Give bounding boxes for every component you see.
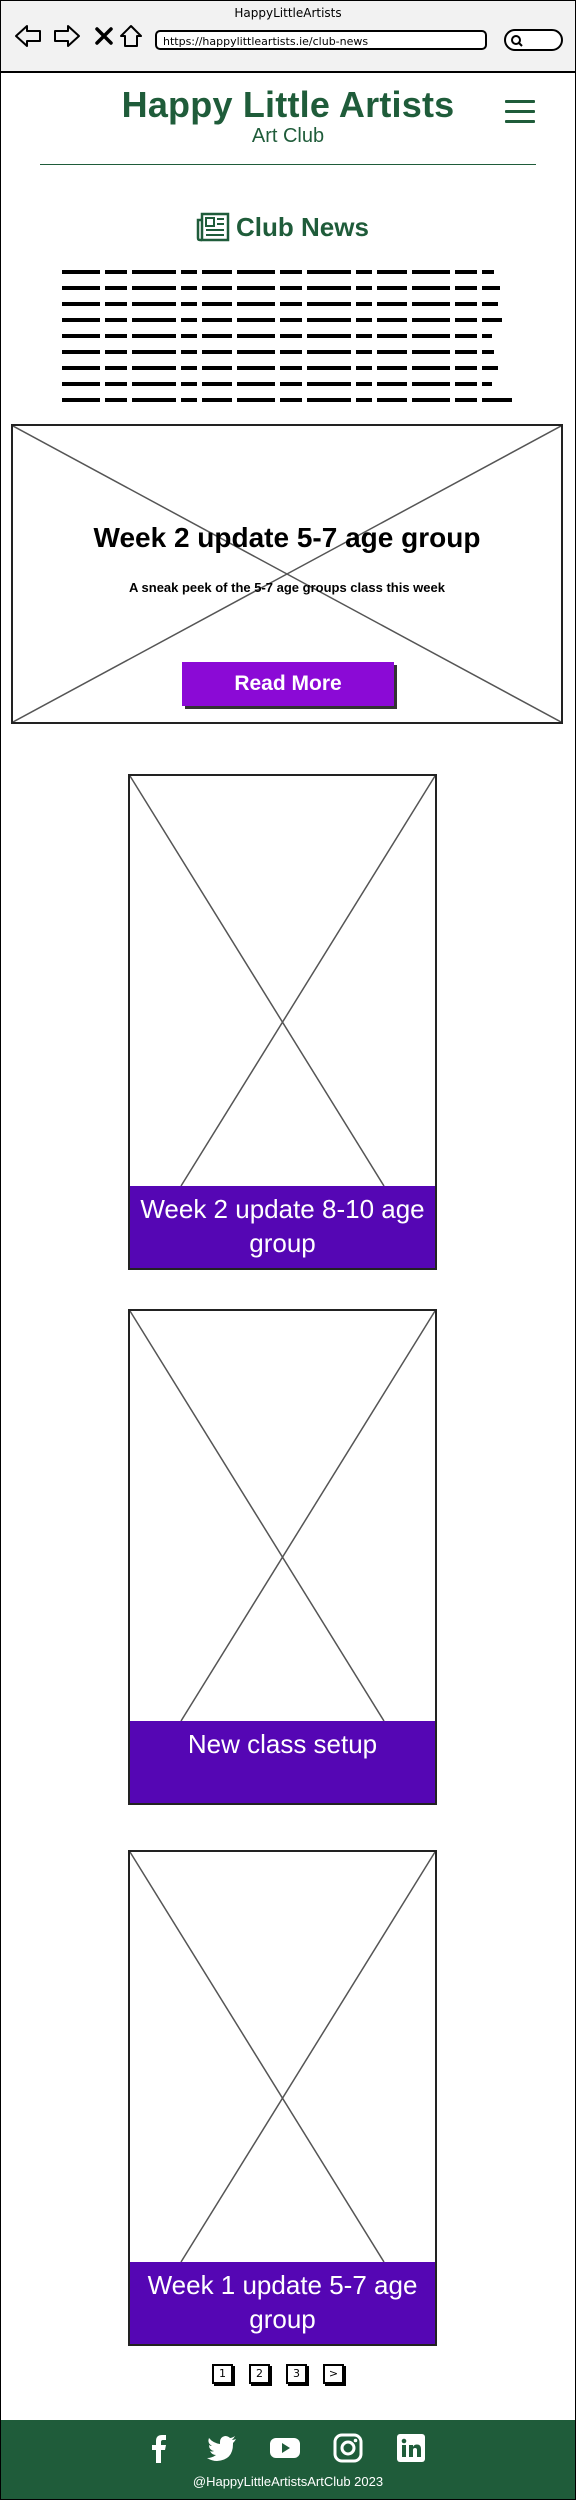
social-links bbox=[143, 2432, 458, 2464]
post-card-title: Week 1 update 5-7 age group bbox=[130, 2262, 435, 2344]
page-1-button[interactable]: 1 bbox=[212, 2364, 233, 2384]
club-news-heading: Club News bbox=[196, 210, 369, 244]
site-subtitle: Art Club bbox=[251, 125, 325, 147]
browser-chrome: HappyLittleArtists https://happylittlear… bbox=[1, 1, 575, 73]
image-placeholder bbox=[130, 776, 435, 1186]
window-title: HappyLittleArtists bbox=[234, 6, 342, 20]
newspaper-icon bbox=[196, 212, 230, 242]
forward-arrow-icon[interactable] bbox=[53, 23, 80, 49]
back-arrow-icon[interactable] bbox=[14, 23, 41, 49]
image-placeholder bbox=[130, 1852, 435, 2262]
instagram-icon[interactable] bbox=[332, 2432, 364, 2464]
facebook-icon[interactable] bbox=[143, 2432, 175, 2464]
club-news-title: Club News bbox=[236, 211, 369, 242]
home-icon[interactable] bbox=[118, 23, 144, 49]
image-placeholder bbox=[13, 426, 561, 722]
read-more-button[interactable]: Read More bbox=[182, 662, 394, 706]
post-card[interactable]: Week 1 update 5-7 age group bbox=[128, 1850, 437, 2346]
pagination: 1 2 3 > bbox=[212, 2364, 360, 2384]
page-2-button[interactable]: 2 bbox=[249, 2364, 270, 2384]
search-icon bbox=[511, 35, 523, 47]
next-page-button[interactable]: > bbox=[323, 2364, 344, 2384]
address-bar[interactable]: https://happylittleartists.ie/club-news bbox=[155, 30, 487, 50]
copyright-text: @HappyLittleArtistsArtClub 2023 bbox=[192, 2474, 384, 2489]
header-divider bbox=[40, 164, 536, 165]
post-card[interactable]: New class setup bbox=[128, 1309, 437, 1805]
featured-post-description: A sneak peek of the 5-7 age groups class… bbox=[129, 580, 445, 595]
news-intro-placeholder-text bbox=[62, 264, 516, 458]
hamburger-menu-icon[interactable] bbox=[505, 100, 535, 126]
browser-search-field[interactable] bbox=[504, 29, 563, 51]
featured-post-title: Week 2 update 5-7 age group bbox=[93, 522, 481, 553]
twitter-icon[interactable] bbox=[206, 2432, 238, 2464]
linkedin-icon[interactable] bbox=[395, 2432, 427, 2464]
image-placeholder bbox=[130, 1311, 435, 1721]
site-title[interactable]: Happy Little Artists bbox=[121, 84, 455, 125]
page-3-button[interactable]: 3 bbox=[286, 2364, 307, 2384]
close-icon[interactable] bbox=[93, 23, 119, 49]
post-card[interactable]: Week 2 update 8-10 age group bbox=[128, 774, 437, 1270]
site-footer: @HappyLittleArtistsArtClub 2023 bbox=[1, 2420, 575, 2499]
post-card-title: New class setup bbox=[130, 1721, 435, 1803]
youtube-icon[interactable] bbox=[269, 2432, 301, 2464]
featured-post-card[interactable]: Week 2 update 5-7 age group A sneak peek… bbox=[11, 424, 563, 724]
post-card-title: Week 2 update 8-10 age group bbox=[130, 1186, 435, 1268]
